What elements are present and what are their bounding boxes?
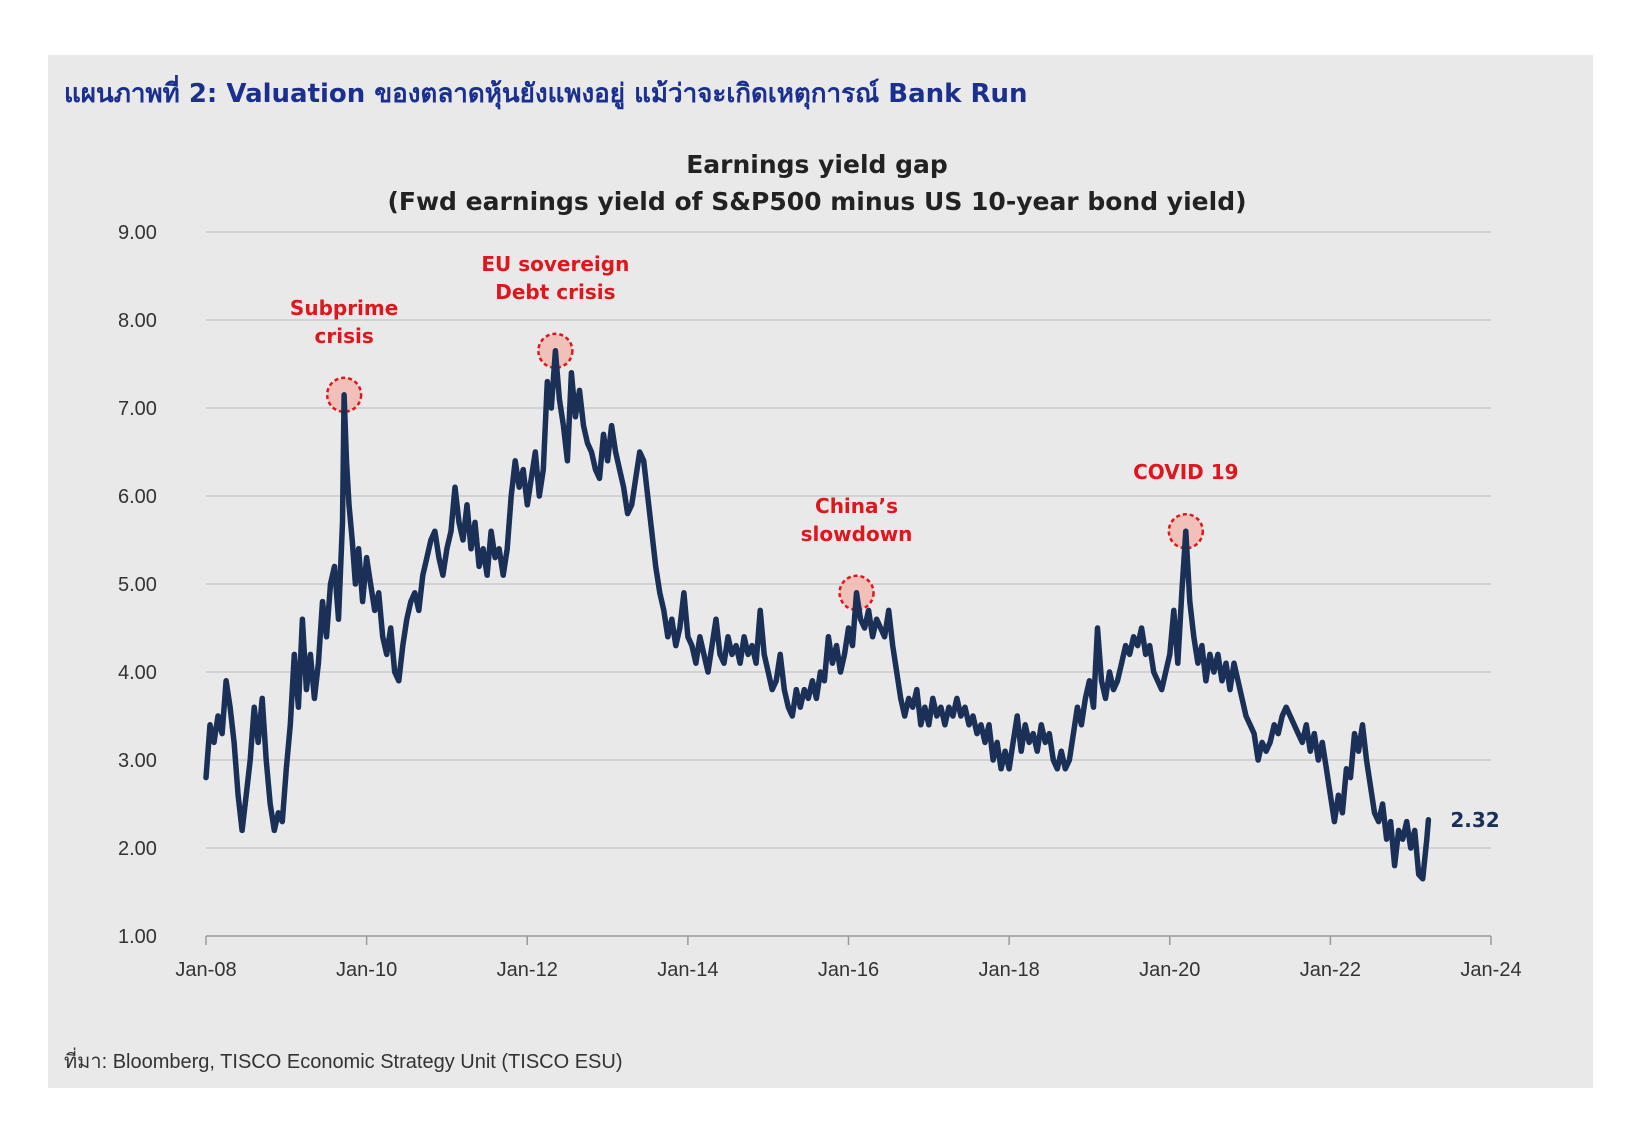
last-value-label: 2.32 <box>1450 808 1499 832</box>
x-tick-label: Jan-20 <box>1139 959 1200 981</box>
annotation-label: EU sovereign <box>481 252 629 276</box>
annotation-label: Debt crisis <box>495 280 615 304</box>
series-line <box>203 348 1432 882</box>
annotation-label: COVID 19 <box>1133 460 1238 484</box>
x-tick-label: Jan-14 <box>657 959 718 981</box>
figure-title: แผนภาพที่ 2: Valuation ของตลาดหุ้นยังแพง… <box>64 79 1028 109</box>
annotation-label: slowdown <box>801 522 913 546</box>
x-tick-label: Jan-08 <box>175 959 236 981</box>
x-tick-label: Jan-12 <box>497 959 558 981</box>
source-note: ที่มา: Bloomberg, TISCO Economic Strateg… <box>64 1051 623 1073</box>
y-tick-label: 2.00 <box>118 838 157 860</box>
chart-title-line1: Earnings yield gap <box>686 150 948 179</box>
y-tick-label: 8.00 <box>118 310 157 332</box>
y-tick-label: 3.00 <box>118 750 157 772</box>
x-tick-label: Jan-10 <box>336 959 397 981</box>
chart-title-line2: (Fwd earnings yield of S&P500 minus US 1… <box>387 187 1246 216</box>
annotation-label: crisis <box>315 324 374 348</box>
annotation-label: China’s <box>815 494 898 518</box>
x-tick-label: Jan-16 <box>818 959 879 981</box>
chart-panel: แผนภาพที่ 2: Valuation ของตลาดหุ้นยังแพง… <box>48 55 1593 1088</box>
y-tick-label: 1.00 <box>118 926 157 948</box>
y-axis: 1.00 2.00 3.00 4.00 5.00 6.00 7.00 8.00 9.00 <box>118 222 157 948</box>
series-group: 2.32 <box>203 348 1500 882</box>
x-tick-label: Jan-24 <box>1460 959 1521 981</box>
y-tick-label: 4.00 <box>118 662 157 684</box>
line-chart: Earnings yield gap (Fwd earnings yield o… <box>118 150 1522 981</box>
y-tick-label: 7.00 <box>118 398 157 420</box>
y-tick-label: 9.00 <box>118 222 157 244</box>
y-tick-label: 6.00 <box>118 486 157 508</box>
x-tick-label: Jan-22 <box>1300 959 1361 981</box>
annotation-label: Subprime <box>290 296 398 320</box>
y-tick-label: 5.00 <box>118 574 157 596</box>
x-axis: Jan-08 Jan-10 Jan-12 Jan-14 Jan-16 Jan-18 Jan-… <box>175 935 1522 981</box>
annotations: Subprime crisis EU sovereign Debt crisis Chi… <box>290 252 1239 612</box>
x-tick-label: Jan-18 <box>979 959 1040 981</box>
